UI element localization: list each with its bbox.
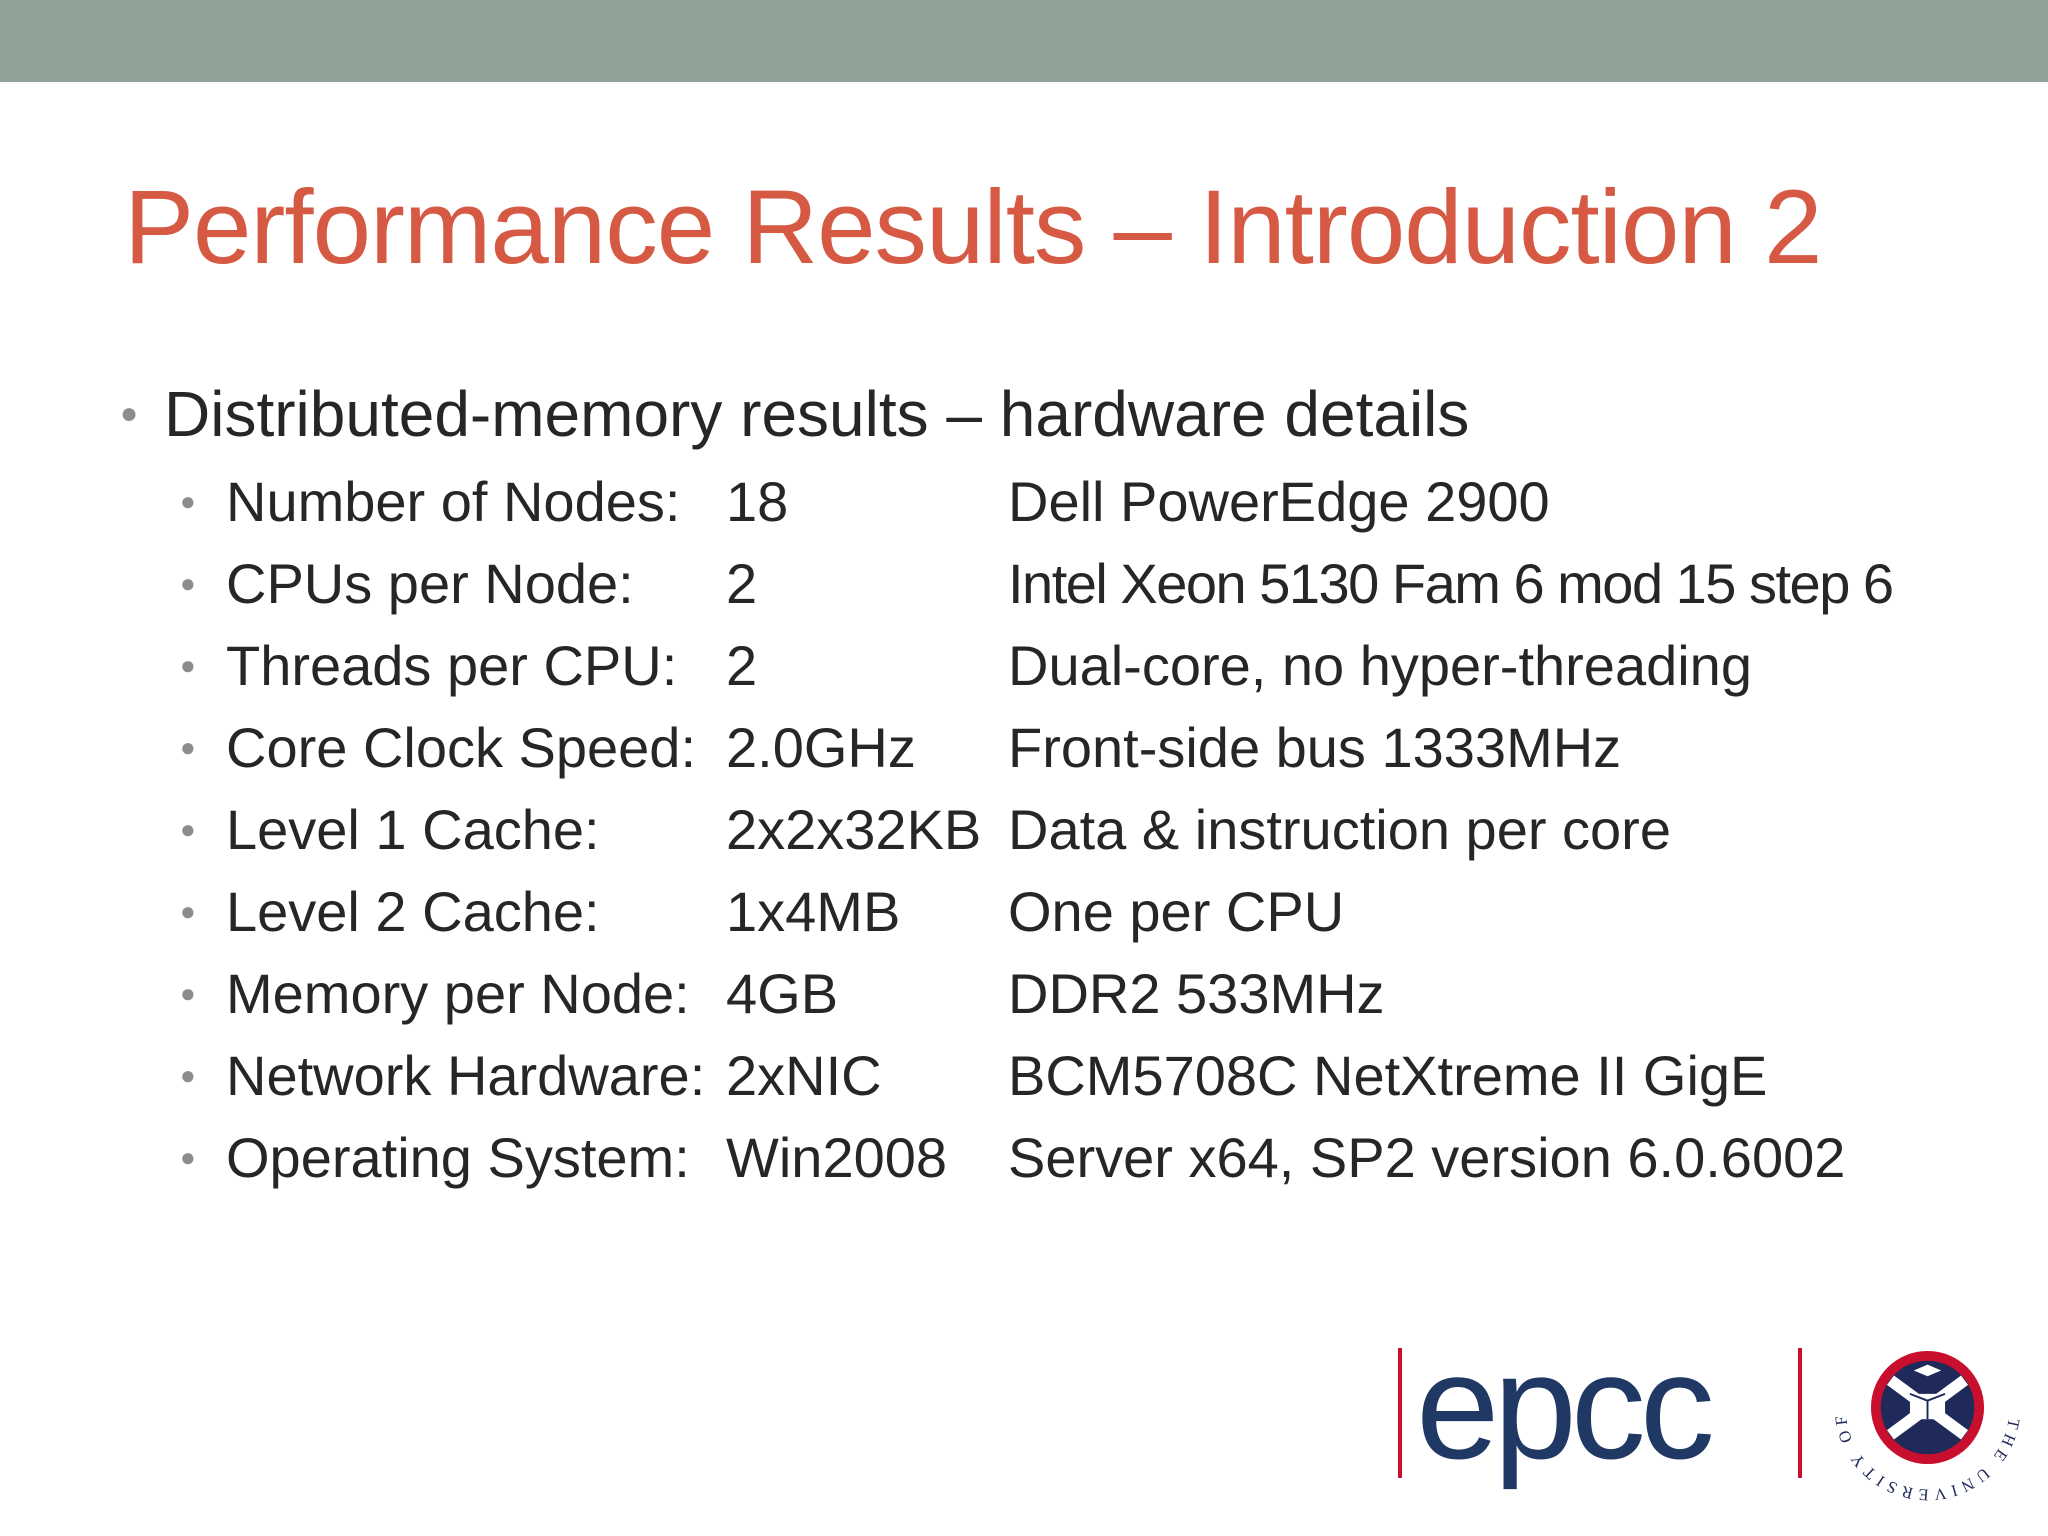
detail-row: ● CPUs per Node: 2 Intel Xeon 5130 Fam 6…	[180, 542, 1940, 624]
slide-title: Performance Results – Introduction 2	[124, 169, 1822, 286]
main-bullet-text: Distributed-memory results – hardware de…	[164, 378, 1470, 450]
detail-description: BCM5708C NetXtreme II GigE	[1008, 1043, 1768, 1107]
detail-value: 2.0GHz	[726, 715, 916, 779]
bullet-dot-icon: ●	[180, 813, 196, 844]
detail-label: CPUs per Node:	[226, 551, 634, 615]
detail-value: Win2008	[726, 1125, 948, 1189]
hardware-details-list: ● Number of Nodes: 18 Dell PowerEdge 290…	[180, 460, 1940, 1198]
detail-description: One per CPU	[1008, 879, 1345, 943]
svg-text:epcc: epcc	[1416, 1330, 1712, 1490]
footer-logos: epcc THE UNIVERSITY OF EDINBURGH	[1390, 1310, 2030, 1520]
bullet-dot-icon: ●	[180, 649, 196, 680]
detail-value: 4GB	[726, 961, 839, 1025]
detail-label: Level 2 Cache:	[226, 879, 600, 943]
detail-value: 1x4MB	[726, 879, 901, 943]
university-crest-logo: THE UNIVERSITY OF EDINBURGH	[1830, 1310, 2019, 1505]
detail-row: ● Core Clock Speed: 2.0GHz Front-side bu…	[180, 706, 1940, 788]
bullet-dot-icon: ●	[180, 1059, 196, 1090]
detail-value: 18	[726, 469, 789, 533]
detail-description: Server x64, SP2 version 6.0.6002	[1008, 1125, 1846, 1189]
bullet-dot-icon: ●	[180, 731, 196, 762]
detail-description: Intel Xeon 5130 Fam 6 mod 15 step 6	[1008, 551, 1894, 615]
epcc-logo: epcc	[1398, 1330, 1802, 1490]
detail-description: Dual-core, no hyper-threading	[1008, 633, 1752, 697]
top-bar	[0, 0, 2048, 82]
main-bullet: ● Distributed-memory results – hardware …	[120, 374, 1469, 454]
detail-value: 2	[726, 551, 758, 615]
detail-row: ● Operating System: Win2008 Server x64, …	[180, 1116, 1940, 1198]
bullet-dot-icon: ●	[180, 895, 196, 926]
detail-value: 2	[726, 633, 758, 697]
detail-description: Dell PowerEdge 2900	[1008, 469, 1550, 533]
detail-description: DDR2 533MHz	[1008, 961, 1385, 1025]
detail-row: ● Memory per Node: 4GB DDR2 533MHz	[180, 952, 1940, 1034]
detail-description: Front-side bus 1333MHz	[1008, 715, 1622, 779]
detail-value: 2x2x32KB	[726, 797, 982, 861]
detail-row: ● Threads per CPU: 2 Dual-core, no hyper…	[180, 624, 1940, 706]
detail-row: ● Number of Nodes: 18 Dell PowerEdge 290…	[180, 460, 1940, 542]
detail-label: Threads per CPU:	[226, 633, 678, 697]
detail-row: ● Level 2 Cache: 1x4MB One per CPU	[180, 870, 1940, 952]
detail-label: Network Hardware:	[226, 1043, 706, 1107]
detail-label: Level 1 Cache:	[226, 797, 600, 861]
detail-label: Operating System:	[226, 1125, 690, 1189]
bullet-dot-icon: ●	[180, 1141, 196, 1172]
detail-label: Memory per Node:	[226, 961, 690, 1025]
detail-label: Core Clock Speed:	[226, 715, 697, 779]
detail-row: ● Level 1 Cache: 2x2x32KB Data & instruc…	[180, 788, 1940, 870]
detail-label: Number of Nodes:	[226, 469, 681, 533]
bullet-dot-icon: ●	[180, 567, 196, 598]
detail-description: Data & instruction per core	[1008, 797, 1671, 861]
detail-value: 2xNIC	[726, 1043, 882, 1107]
bullet-dot-icon: ●	[180, 485, 196, 516]
bullet-dot-icon: ●	[120, 397, 139, 430]
bullet-dot-icon: ●	[180, 977, 196, 1008]
detail-row: ● Network Hardware: 2xNIC BCM5708C NetXt…	[180, 1034, 1940, 1116]
